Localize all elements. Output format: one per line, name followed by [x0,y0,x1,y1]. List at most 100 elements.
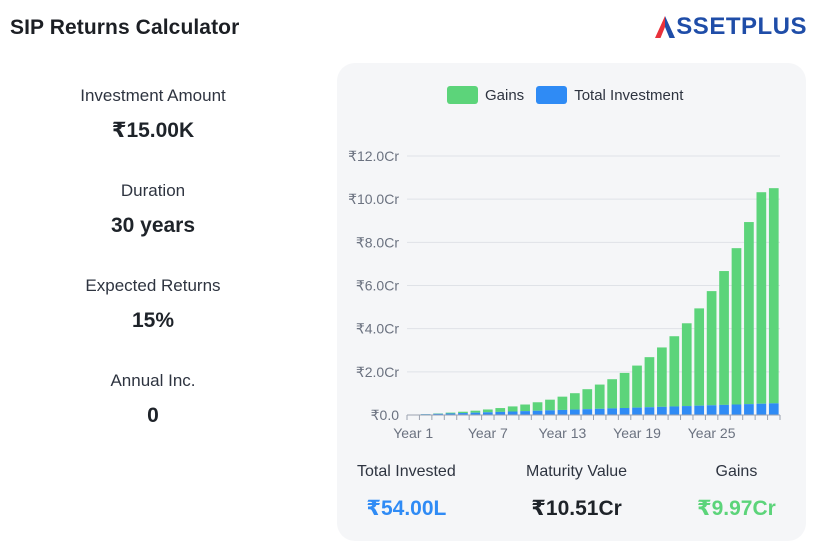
expected-returns-value: 15% [131,309,175,332]
x-tick-label: Year 13 [539,425,587,441]
bar-gains[interactable] [582,389,593,410]
page-title: SIP Returns Calculator [10,16,240,39]
annual-increase-value: 0 [147,404,159,427]
brand-a-icon [655,16,676,38]
bar-gains[interactable] [719,271,729,405]
bar-total-investment[interactable] [520,411,530,415]
growth-bar-chart: ₹0.0 ₹2.0Cr ₹4.0Cr ₹6.0Cr ₹8.0Cr ₹10.0Cr ₹12.0… [348,148,781,441]
brand-name: SSETPLUS [676,13,807,40]
duration-label: Duration [120,181,186,200]
bar-total-investment[interactable] [632,407,642,415]
bar-gains[interactable] [445,412,456,414]
maturity-value-value: ₹10.51Cr [531,497,622,520]
bar-gains[interactable] [694,308,705,406]
y-tick-label: ₹12.0Cr [348,148,399,164]
bar-gains[interactable] [744,222,754,405]
investment-amount-label: Investment Amount [80,86,226,105]
legend-swatch-gains [447,86,478,104]
maturity-value-block: Maturity Value ₹10.51Cr [526,461,627,522]
bar-total-investment[interactable] [557,409,568,415]
legend-label-total-investment: Total Investment [574,86,684,104]
x-tick-label: Year 25 [688,425,736,441]
chart-legend: Gains Total Investment [447,86,695,104]
total-invested-value: ₹54.00L [366,497,447,520]
bar-gains[interactable] [669,336,680,407]
legend-item-total-investment[interactable]: Total Investment [536,86,683,104]
bar-gains[interactable] [594,384,605,409]
legend-item-gains[interactable]: Gains [447,86,524,104]
bar-total-investment[interactable] [482,412,493,415]
total-invested-label: Total Invested [357,463,456,480]
legend-swatch-total-investment [536,86,568,104]
total-invested-block: Total Invested ₹54.00L [357,461,456,522]
bar-total-investment[interactable] [433,413,443,415]
bar-gains[interactable] [632,365,642,408]
chart-card: Gains Total Investment ₹0.0 ₹2.0Cr ₹4.0Cr ₹… [337,63,806,541]
bar-gains[interactable] [495,408,506,412]
bar-gains[interactable] [768,188,779,404]
annual-increase-field[interactable]: Annual Inc. 0 [28,369,278,464]
bar-total-investment[interactable] [744,404,754,415]
bar-gains[interactable] [731,248,742,405]
bar-gains[interactable] [756,192,767,404]
gains-value: ₹9.97Cr [697,497,776,520]
bar-total-investment[interactable] [507,411,518,415]
bar-gains[interactable] [557,396,568,410]
bar-total-investment[interactable] [594,408,605,415]
bar-gains[interactable] [657,347,667,407]
y-tick-label: ₹4.0Cr [356,321,399,337]
bar-total-investment[interactable] [545,410,555,415]
expected-returns-label: Expected Returns [85,276,221,295]
bar-gains[interactable] [619,372,630,409]
bar-total-investment[interactable] [644,407,655,415]
bar-total-investment[interactable] [768,403,779,415]
bar-total-investment[interactable] [756,403,767,415]
gains-block: Gains ₹9.97Cr [697,461,776,522]
y-tick-label: ₹0.0 [371,407,400,423]
bar-gains[interactable] [706,291,717,406]
gains-label: Gains [715,463,758,480]
bar-gains[interactable] [470,410,481,413]
y-tick-label: ₹10.0Cr [348,191,399,207]
x-tick-label: Year 7 [468,425,508,441]
investment-amount-field[interactable]: Investment Amount ₹15.00K [28,84,278,179]
duration-value: 30 years [110,214,196,237]
bar-gains[interactable] [458,411,468,414]
bar-gains[interactable] [520,404,530,412]
bar-gains[interactable] [644,357,655,408]
bar-gains[interactable] [570,393,580,410]
bar-total-investment[interactable] [495,411,506,415]
y-tick-label: ₹2.0Cr [356,364,399,380]
bar-total-investment[interactable] [532,410,543,415]
bar-gains[interactable] [482,409,493,413]
brand-logo[interactable]: SSETPLUS [655,13,807,41]
bar-total-investment[interactable] [582,409,593,415]
duration-field[interactable]: Duration 30 years [28,179,278,274]
maturity-value-label: Maturity Value [526,463,628,480]
bar-total-investment[interactable] [657,406,667,415]
bar-total-investment[interactable] [669,406,680,415]
bar-total-investment[interactable] [570,409,580,415]
x-tick-label: Year 19 [613,425,661,441]
bar-total-investment[interactable] [470,412,481,415]
bar-total-investment[interactable] [445,413,456,415]
bar-total-investment[interactable] [458,413,468,415]
bar-gains[interactable] [607,379,617,409]
input-summary: Investment Amount ₹15.00K Duration 30 ye… [28,84,278,464]
investment-amount-value: ₹15.00K [111,119,195,142]
expected-returns-field[interactable]: Expected Returns 15% [28,274,278,369]
bar-total-investment[interactable] [619,408,630,415]
bar-total-investment[interactable] [694,405,705,415]
bar-gains[interactable] [545,399,555,411]
bar-total-investment[interactable] [719,404,729,415]
bar-total-investment[interactable] [681,406,692,415]
y-tick-label: ₹8.0Cr [356,234,399,250]
annual-increase-label: Annual Inc. [110,371,196,390]
bar-total-investment[interactable] [607,408,617,415]
bar-total-investment[interactable] [706,405,717,415]
bar-gains[interactable] [532,402,543,411]
bar-gains[interactable] [681,323,692,407]
bar-gains[interactable] [507,406,518,412]
result-summary: Total Invested ₹54.00L Maturity Value ₹1… [337,461,806,531]
bar-total-investment[interactable] [731,404,742,415]
